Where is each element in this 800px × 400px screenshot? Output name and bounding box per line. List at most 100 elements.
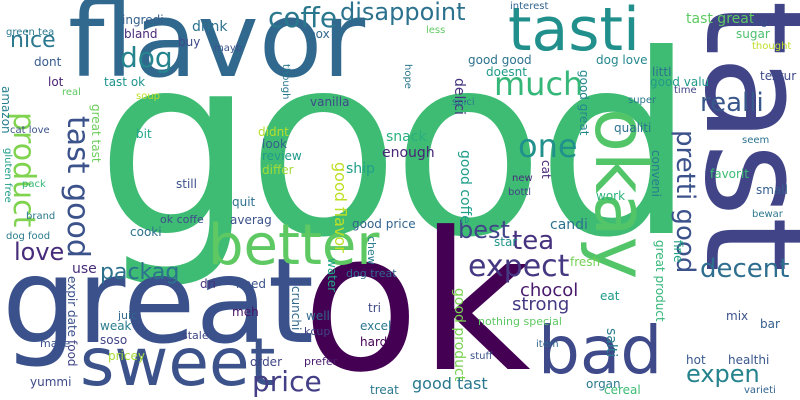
word-good-good: good good [468,53,532,67]
word-need: need [236,277,266,291]
word-organ: organ [586,377,621,391]
word-weak: weak [100,319,132,333]
word-hot: hot [686,353,706,367]
word-good-great: good great [577,70,591,136]
word-chew: chew [365,236,378,265]
word-tea: tea [512,226,555,256]
word-averag: averag [230,213,272,227]
word-bar: bar [760,317,780,331]
word-pack: pack [22,179,46,190]
word-ok-coffe: ok coffe [160,213,204,226]
word-dog-food: dog food [6,231,51,242]
word-bottl: bottl [508,187,532,198]
word-qualiti: qualiti [614,121,652,135]
word-amazon: amazon [0,86,13,134]
word-though: though [280,64,291,100]
word-bit: bit [136,127,152,141]
word-treat: treat [370,383,399,397]
word-super: super [628,95,657,106]
word-food: food [65,340,79,367]
word-seem: seem [742,135,770,146]
word-good-price: good price [352,217,416,231]
word-snack: snack [386,129,427,145]
word-tast-ok: tast ok [104,75,146,89]
word-delici: delici [451,78,467,115]
word-spici: spici [452,97,475,108]
word-okay: okay [579,108,663,280]
word-cereal: cereal [604,383,641,397]
word-make: make [40,337,71,350]
word-eat: eat [600,289,620,303]
word-pretti-good: pretti good [670,130,700,274]
word-pricey: pricey [108,349,145,363]
word-expen: expen [686,360,760,388]
word-sweet: sweet [80,324,276,400]
word-cooki: cooki [130,225,162,239]
word-look: look [262,137,287,151]
word-favorit: favorit [710,167,749,181]
word-one: one [518,127,578,165]
word-price: price [252,365,322,398]
word-bad: bad [538,312,663,389]
word-sugar: sugar [736,27,770,41]
word-review: review [262,149,302,163]
word-tasti: tasti [508,0,640,65]
word-tast-great: tast great [686,11,755,27]
word-kcup: kcup [304,325,331,338]
word-dog-treat: dog treat [346,267,397,280]
word-dog-love: dog love [596,53,648,67]
word-good-coffe: good coffe [457,150,473,224]
word-green-tea: green tea [6,27,55,38]
word-good-valu: good valu [650,75,710,89]
word-nothing-special: nothing special [478,315,562,328]
word-big: big [752,17,768,28]
word-mayb: mayb [214,43,243,54]
word-good-tast: good tast [412,374,488,393]
word-stale: stale [182,329,209,342]
word-use: use [72,261,97,277]
word-meh: meh [232,305,259,319]
word-ship: ship [346,161,375,177]
word-water: water [325,258,339,293]
word-good: good [96,1,695,292]
word-ok: ok [302,192,531,400]
word-strong: strong [512,294,570,315]
word-juic: juic [118,309,138,322]
word-good-product: good product [451,288,467,382]
word-textur: textur [760,69,797,83]
word-ingredi: ingredi [122,13,164,27]
word-love: love [14,238,65,266]
word-enough: enough [382,145,435,161]
word-coffe: coffe [268,1,338,34]
word-order: order [250,355,282,369]
word-brand: brand [26,211,56,222]
word-chocol: chocol [520,280,579,301]
word-fine: fine [671,240,685,263]
word-less: less [426,25,446,36]
word-small: small [756,183,788,197]
word-real: real [62,87,81,98]
word-littl: littl [652,65,672,79]
word-new: new [512,173,533,184]
word-tast: tast [673,0,800,273]
word-well: well [306,309,330,323]
word-decent: decent [700,254,790,284]
word-tast-good: tast good [60,116,95,258]
word-quit: quit [232,195,256,209]
word-best: best [458,216,510,244]
word-healthi: healthi [728,353,770,367]
word-bland: bland [124,27,158,41]
word-product: product [6,112,41,228]
word-nice: nice [10,28,56,53]
word-fresh: fresh [570,255,601,269]
word-stuff: stuff [470,351,493,362]
word-still: still [176,177,197,191]
word-great: great [2,232,314,370]
word-conveni: conveni [649,150,663,197]
word-box: box [308,27,330,41]
word-crunchi: crunchi [289,286,303,331]
word-dog: dog [120,41,173,74]
word-work: work [596,189,626,203]
word-dont: dont [34,55,62,69]
